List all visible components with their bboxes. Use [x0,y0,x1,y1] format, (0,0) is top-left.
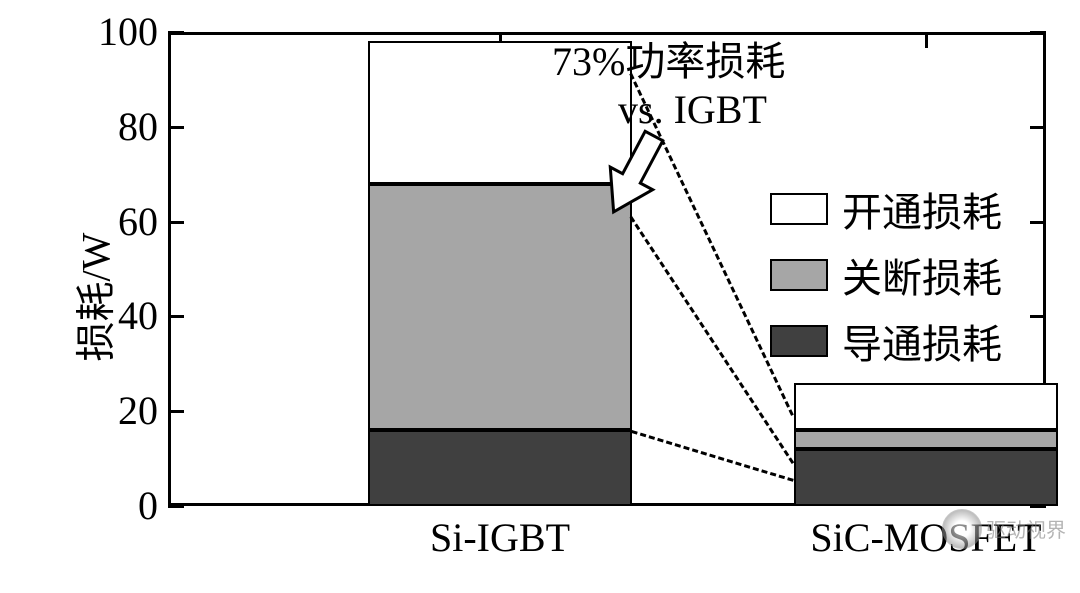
y-tick-mark [168,505,184,508]
watermark-text: 驱动视界 [986,514,1066,543]
y-tick-label: 40 [78,292,158,339]
y-tick-label: 0 [78,482,158,529]
y-tick-mark [1030,126,1046,129]
legend-label: 导通损耗 [842,312,1002,370]
y-tick-label: 20 [78,387,158,434]
bar-segment [794,430,1058,449]
y-tick-mark [168,221,184,224]
legend-swatch [770,325,828,357]
watermark-logo-icon [942,509,982,549]
y-tick-mark [1030,221,1046,224]
legend-item: 导通损耗 [770,312,1002,370]
x-tick-label: Si-IGBT [350,514,650,561]
bar-segment [794,383,1058,430]
annotation-line2: vs. IGBT [618,86,767,134]
y-tick-mark [1030,315,1046,318]
legend-swatch [770,193,828,225]
bar-segment [368,184,632,430]
legend-label: 关断损耗 [842,246,1002,304]
y-tick-label: 60 [78,198,158,245]
y-tick-label: 100 [78,8,158,55]
x-tick-mark [925,32,928,48]
legend-item: 关断损耗 [770,246,1002,304]
bar-segment [794,449,1058,506]
y-tick-label: 80 [78,103,158,150]
watermark: 驱动视界 [942,506,1072,551]
legend-swatch [770,259,828,291]
legend-item: 开通损耗 [770,180,1002,238]
y-tick-mark [168,126,184,129]
y-tick-mark [168,31,184,34]
y-tick-mark [1030,31,1046,34]
legend: 开通损耗关断损耗导通损耗 [770,180,1002,378]
bar-segment [368,430,632,506]
chart-container: 损耗/W 020406080100 Si-IGBTSiC-MOSFET 73%功… [0,0,1080,593]
y-tick-mark [168,410,184,413]
annotation-line1: 73%功率损耗 [552,38,785,86]
legend-label: 开通损耗 [842,180,1002,238]
y-tick-mark [168,315,184,318]
